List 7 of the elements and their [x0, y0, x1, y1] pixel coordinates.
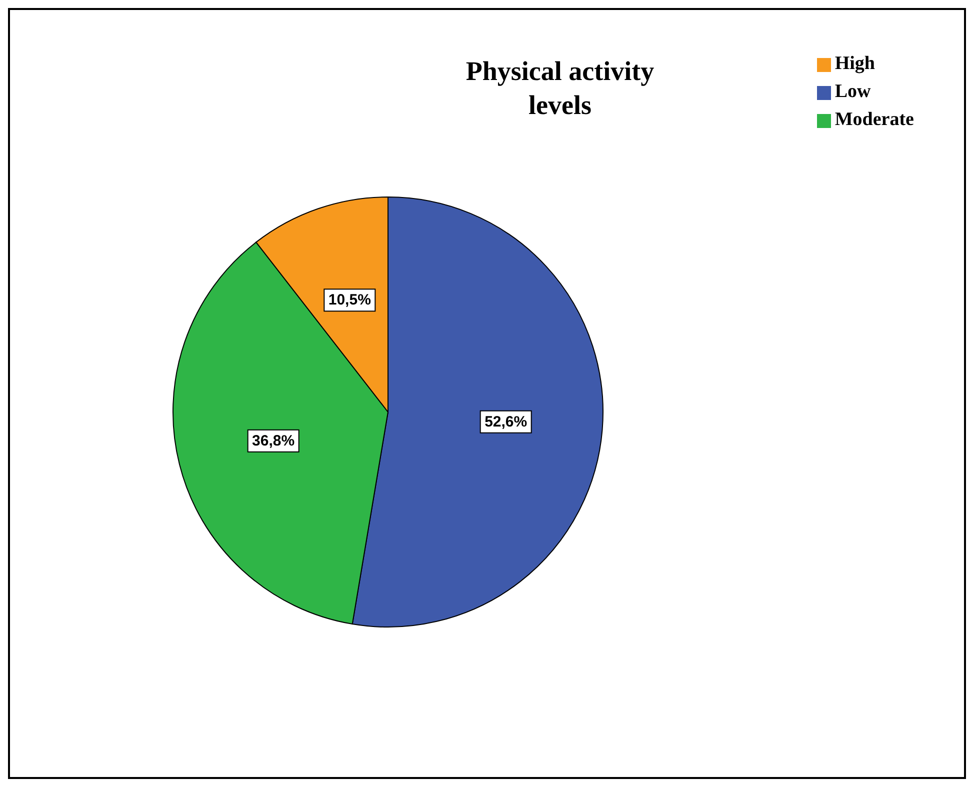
data-label: 10,5% — [328, 292, 371, 309]
data-label: 36,8% — [252, 432, 295, 450]
legend-label: High — [834, 53, 875, 74]
data-label: 52,6% — [484, 413, 528, 430]
text: Physical activity levels — [464, 55, 656, 122]
legend-label: Moderate — [834, 109, 914, 130]
legend-label: Low — [834, 81, 871, 102]
